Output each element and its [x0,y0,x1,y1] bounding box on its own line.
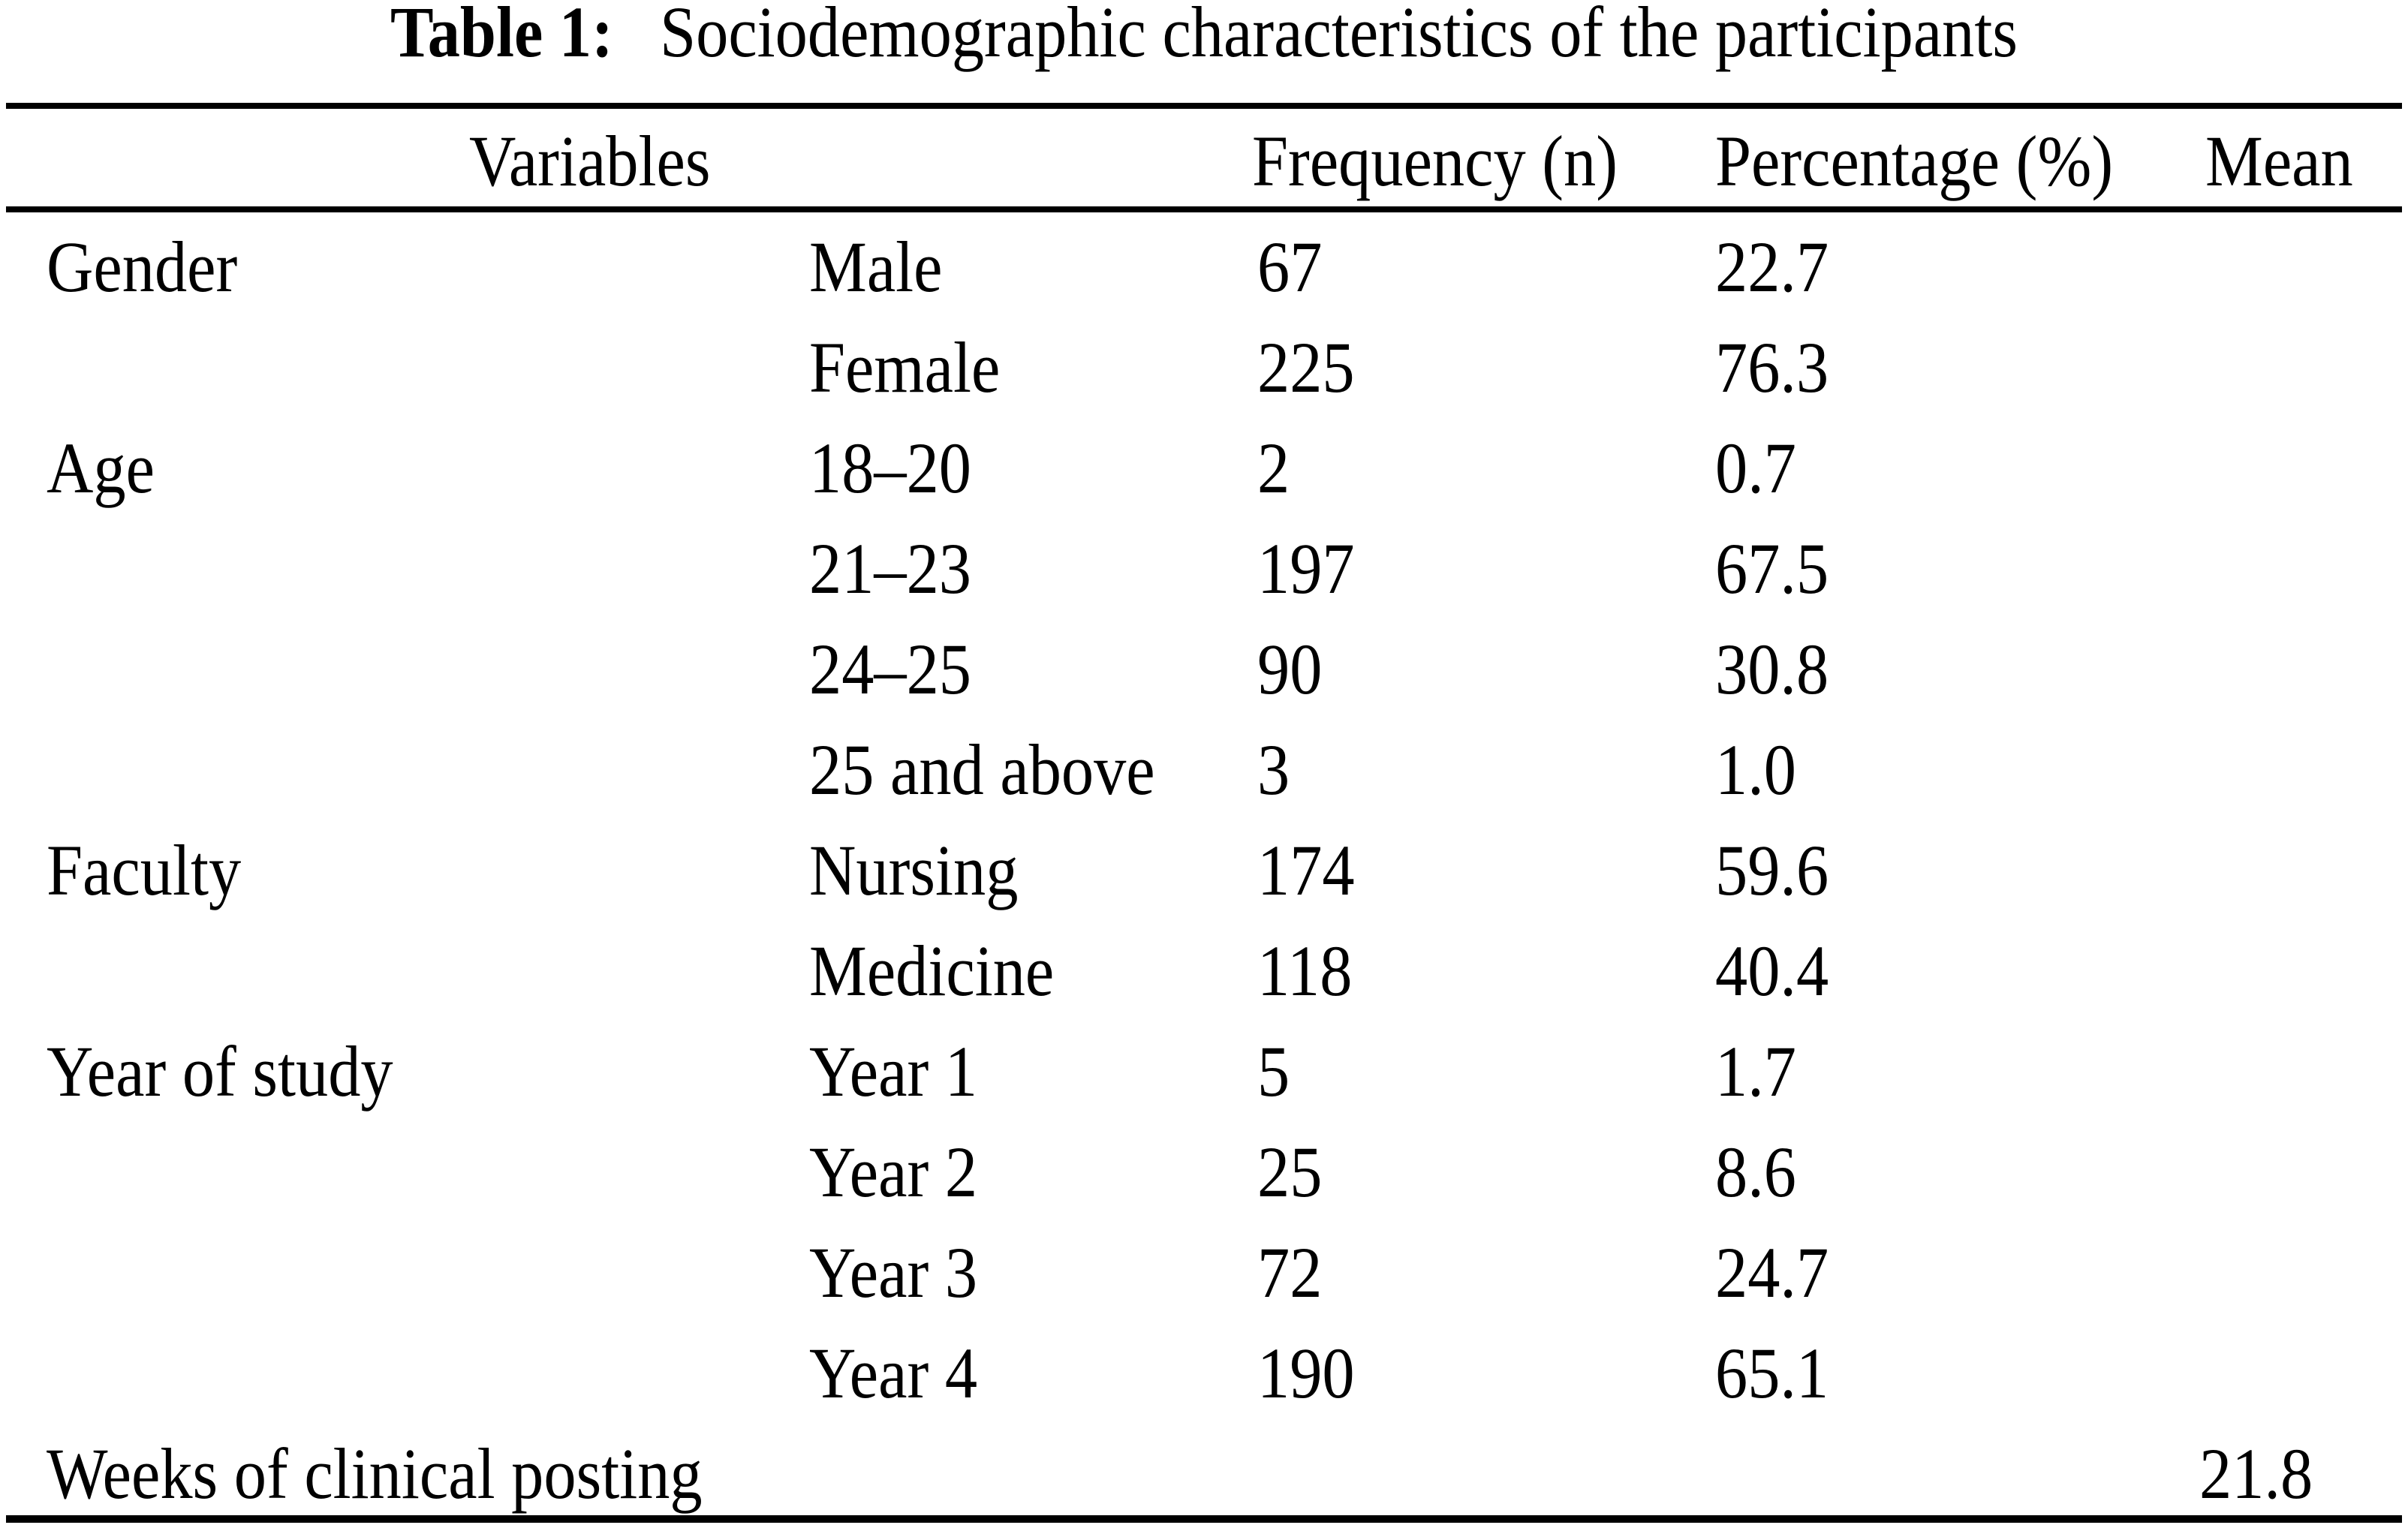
frequency-cell: 90 [1257,629,1323,709]
frequency-cell: 5 [1257,1031,1290,1111]
table-row: 24–25 90 30.8 [0,619,2408,720]
percentage-cell: 24.7 [1715,1232,1829,1313]
category-cell: Medicine [809,931,1055,1011]
category-cell: 24–25 [809,629,971,709]
percentage-cell: 8.6 [1715,1132,1796,1212]
table-row: Weeks of clinical posting 21.8 [0,1424,2408,1524]
mean-cell: 21.8 [2199,1433,2313,1514]
percentage-cell: 59.6 [1715,830,1829,910]
frequency-cell: 197 [1257,528,1355,609]
percentage-cell: 22.7 [1715,227,1829,307]
column-header-variables: Variables [469,121,711,201]
table-row: Year 3 72 24.7 [0,1223,2408,1323]
percentage-cell: 67.5 [1715,528,1829,609]
variable-group-cell: Year of study [47,1031,393,1111]
category-cell: Female [809,327,1001,408]
column-header-percentage: Percentage (%) [1715,121,2114,201]
frequency-cell: 225 [1257,327,1355,408]
frequency-cell: 3 [1257,729,1290,810]
table-number-label: Table 1: [390,0,613,72]
category-cell: Male [809,227,943,307]
category-cell: Nursing [809,830,1019,910]
variable-group-cell: Age [47,428,155,508]
frequency-cell: 190 [1257,1333,1355,1413]
table-title: Table 1: Sociodemographic characteristics… [120,0,2287,68]
header-rule [6,206,2402,212]
table-row: Year 2 25 8.6 [0,1122,2408,1223]
table-row: Female 225 76.3 [0,317,2408,418]
table-row: Age 18–20 2 0.7 [0,418,2408,519]
frequency-cell: 25 [1257,1132,1323,1212]
percentage-cell: 1.0 [1715,729,1796,810]
category-cell: Year 3 [809,1232,978,1313]
category-cell: 25 and above [809,729,1155,810]
table-row: Year 4 190 65.1 [0,1323,2408,1424]
variable-group-cell: Faculty [47,830,242,910]
table-row: Gender Male 67 22.7 [0,217,2408,317]
table-row: Year of study Year 1 5 1.7 [0,1021,2408,1122]
frequency-cell: 118 [1257,931,1353,1011]
table-title-text: Sociodemographic characteristics of the … [660,0,2018,72]
category-cell: Year 2 [809,1132,978,1212]
column-header-mean: Mean [2205,121,2353,201]
table-row: 25 and above 3 1.0 [0,720,2408,820]
bottom-rule [6,1515,2402,1523]
percentage-cell: 65.1 [1715,1333,1829,1413]
table-row: Faculty Nursing 174 59.6 [0,820,2408,921]
category-cell: Year 4 [809,1333,978,1413]
percentage-cell: 1.7 [1715,1031,1796,1111]
top-rule [6,103,2402,109]
table-row: 21–23 197 67.5 [0,519,2408,619]
percentage-cell: 30.8 [1715,629,1829,709]
column-header-frequency: Frequency (n) [1252,121,1618,201]
table-row: Medicine 118 40.4 [0,921,2408,1021]
percentage-cell: 40.4 [1715,931,1829,1011]
variable-group-cell: Weeks of clinical posting [47,1433,703,1514]
frequency-cell: 67 [1257,227,1323,307]
category-cell: 21–23 [809,528,971,609]
frequency-cell: 174 [1257,830,1355,910]
variable-group-cell: Gender [47,227,238,307]
frequency-cell: 72 [1257,1232,1323,1313]
category-cell: 18–20 [809,428,971,508]
category-cell: Year 1 [809,1031,978,1111]
frequency-cell: 2 [1257,428,1290,508]
percentage-cell: 0.7 [1715,428,1796,508]
percentage-cell: 76.3 [1715,327,1829,408]
